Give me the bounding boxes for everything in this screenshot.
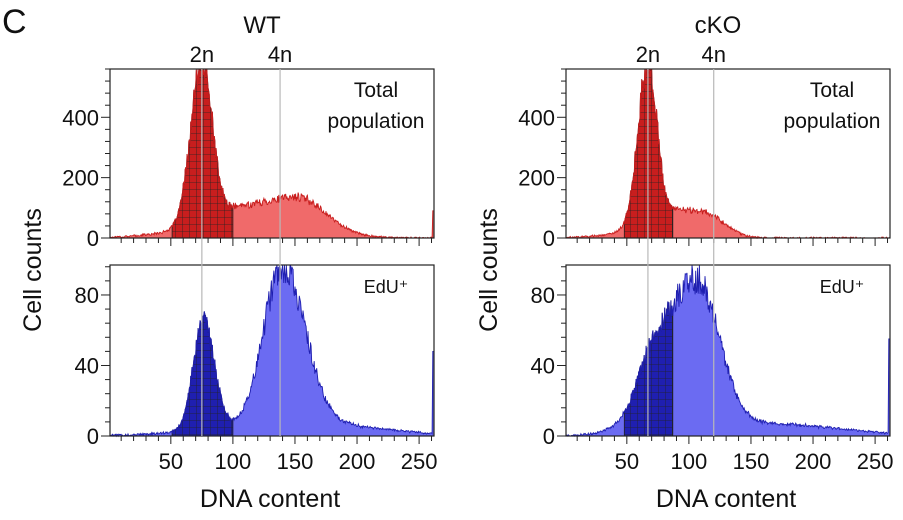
subpanel-label: EdU⁺: [820, 277, 865, 297]
chart-title: WT: [243, 12, 281, 39]
y-tick-label: 40: [75, 353, 99, 378]
histogram-outline: [109, 264, 434, 438]
chart-cko: cKO 0 200 400 Total population 0 40 80 EdU⁺ 50 100 1…: [518, 12, 893, 474]
y-tick-label: 200: [62, 166, 99, 191]
x-axis-label-right: DNA content: [656, 485, 796, 513]
x-tick-label: 50: [159, 449, 183, 474]
plot-frame: [565, 264, 891, 437]
x-tick-label: 50: [615, 449, 639, 474]
plot-frame: [109, 264, 435, 437]
subpanel-edu: 0 40 80 EdU⁺: [75, 264, 435, 449]
subpanel-label: EdU⁺: [364, 277, 409, 297]
ploidy-label: 4n: [268, 42, 292, 67]
y-axis-label-left: Cell counts: [19, 208, 47, 332]
y-tick-label: 80: [75, 283, 99, 308]
subpanel-edu: 0 40 80 EdU⁺: [531, 264, 891, 449]
y-axis-label-right: Cell counts: [475, 208, 503, 332]
y-tick-label: 0: [543, 424, 555, 449]
gated-region: [171, 68, 234, 239]
ploidy-label: 2n: [190, 42, 214, 67]
x-tick-label: 250: [857, 449, 894, 474]
x-tick-label: 200: [339, 449, 376, 474]
x-tick-label: 150: [277, 449, 314, 474]
subpanel-total: 0 200 400 Total population: [62, 68, 435, 251]
y-tick-label: 200: [518, 166, 555, 191]
y-tick-label: 400: [518, 105, 555, 130]
gated-region: [623, 68, 674, 239]
subpanel-total: 0 200 400 Total population: [518, 68, 891, 251]
y-tick-label: 0: [87, 424, 99, 449]
y-tick-label: 0: [543, 226, 555, 251]
histogram-outline: [109, 68, 434, 239]
x-axis-label-left: DNA content: [200, 485, 340, 513]
ploidy-label: 2n: [636, 42, 660, 67]
x-tick-label: 100: [215, 449, 252, 474]
histogram-outline: [565, 264, 890, 437]
subpanel-label: population: [784, 110, 881, 133]
y-tick-label: 80: [531, 283, 555, 308]
chart-wt: WT 0 200 400 Total population 0 40 80 EdU⁺ 50 100 15…: [62, 12, 437, 474]
x-tick-label: 100: [671, 449, 708, 474]
x-tick-label: 250: [401, 449, 438, 474]
y-tick-label: 0: [87, 226, 99, 251]
subpanel-label: Total: [810, 79, 854, 102]
gated-region: [171, 311, 234, 437]
panel-letter: C: [2, 3, 27, 41]
chart-title: cKO: [695, 12, 742, 39]
x-tick-label: 150: [733, 449, 770, 474]
subpanel-label: population: [328, 110, 425, 133]
y-tick-label: 40: [531, 353, 555, 378]
ploidy-label: 4n: [701, 42, 725, 67]
x-tick-label: 200: [795, 449, 832, 474]
subpanel-label: Total: [354, 79, 398, 102]
y-tick-label: 400: [62, 105, 99, 130]
